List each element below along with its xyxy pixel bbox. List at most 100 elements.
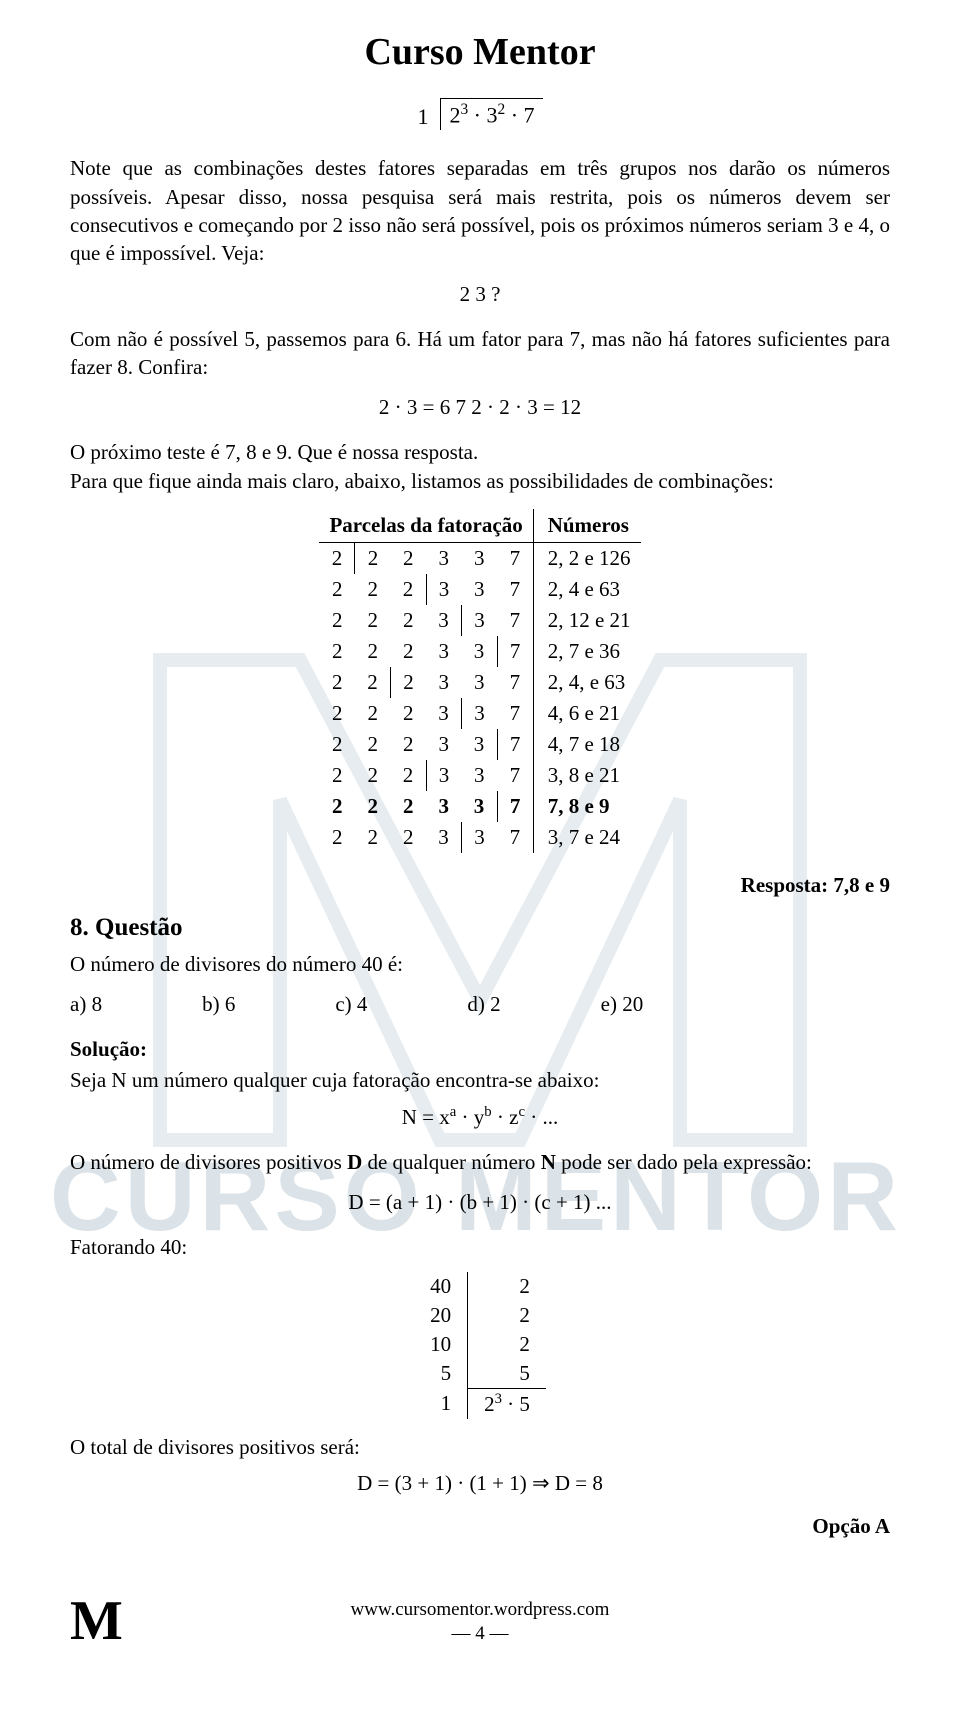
table-cell: 2	[355, 667, 391, 698]
table-result-cell: 4, 6 e 21	[533, 698, 640, 729]
option-e: e) 20	[601, 992, 644, 1017]
table-row: 2223373, 8 e 21	[319, 760, 640, 791]
question-8-options: a) 8 b) 6 c) 4 d) 2 e) 20	[70, 992, 890, 1017]
factorization-row: 55	[414, 1359, 546, 1389]
table-cell: 2	[391, 698, 427, 729]
table-cell: 2	[391, 636, 427, 667]
table-cell: 3	[462, 729, 498, 760]
factorization-right: 2	[468, 1272, 546, 1301]
option-d: d) 2	[467, 992, 500, 1017]
factorization-left: 40	[414, 1272, 468, 1301]
table-cell: 7	[497, 760, 533, 791]
table-cell: 3	[426, 791, 462, 822]
table-cell: 3	[426, 667, 462, 698]
table-cell: 7	[497, 636, 533, 667]
table-cell: 7	[497, 543, 533, 575]
table-row: 2223374, 6 e 21	[319, 698, 640, 729]
opcao-line: Opção A	[70, 1514, 890, 1539]
formula-dividend: 1	[417, 104, 428, 130]
solution-formula-result: D = (3 + 1) · (1 + 1) ⇒ D = 8	[70, 1471, 890, 1496]
paragraph-1: Note que as combinações destes fatores s…	[70, 154, 890, 267]
factorization-left: 10	[414, 1330, 468, 1359]
table-result-cell: 3, 7 e 24	[533, 822, 640, 853]
formula-1: 2 3 ?	[70, 282, 890, 307]
table-cell: 2	[355, 760, 391, 791]
paragraph-2: Com não é possível 5, passemos para 6. H…	[70, 325, 890, 382]
table-cell: 2	[391, 791, 427, 822]
solution-formula-n: N = xa · yb · zc · ...	[70, 1104, 890, 1130]
table-result-cell: 2, 4, e 63	[533, 667, 640, 698]
table-cell: 2	[391, 574, 427, 605]
table-cell: 3	[426, 636, 462, 667]
table-cell: 3	[462, 636, 498, 667]
table-cell: 7	[497, 791, 533, 822]
factorization-left: 20	[414, 1301, 468, 1330]
table-cell: 7	[497, 667, 533, 698]
table-result-cell: 2, 12 e 21	[533, 605, 640, 636]
table-cell: 3	[462, 760, 498, 791]
table-cell: 2	[391, 760, 427, 791]
table-cell: 3	[426, 698, 462, 729]
table-cell: 3	[426, 574, 462, 605]
table-row: 2223372, 4, e 63	[319, 667, 640, 698]
table-cell: 2	[319, 822, 355, 853]
factorization-result-left: 1	[414, 1388, 468, 1419]
solution-line-3: Fatorando 40:	[70, 1233, 890, 1261]
table-cell: 7	[497, 605, 533, 636]
paragraph-4: Para que fique ainda mais claro, abaixo,…	[70, 467, 890, 495]
solution-label: Solução:	[70, 1037, 147, 1061]
factorization-right: 2	[468, 1301, 546, 1330]
solution-line-1: Seja N um número qualquer cuja fatoração…	[70, 1066, 890, 1094]
footer-logo: M	[70, 1589, 123, 1653]
table-row: 2223372, 2 e 126	[319, 543, 640, 575]
table-result-cell: 3, 8 e 21	[533, 760, 640, 791]
table-cell: 3	[462, 543, 498, 575]
factorization-row: 102	[414, 1330, 546, 1359]
table-cell: 2	[319, 543, 355, 575]
table-row: 2223372, 4 e 63	[319, 574, 640, 605]
factorization-result-row: 123 · 5	[414, 1388, 546, 1419]
factorization-left: 5	[414, 1359, 468, 1389]
table-row: 2223374, 7 e 18	[319, 729, 640, 760]
table-cell: 3	[426, 822, 462, 853]
table-cell: 2	[319, 729, 355, 760]
table-result-cell: 2, 4 e 63	[533, 574, 640, 605]
top-formula: 1 23 · 32 · 7	[70, 98, 890, 130]
table-cell: 3	[462, 791, 498, 822]
table-cell: 2	[391, 667, 427, 698]
table-cell: 2	[355, 698, 391, 729]
table-cell: 3	[426, 760, 462, 791]
table-cell: 7	[497, 729, 533, 760]
table-header-left: Parcelas da fatoração	[319, 509, 533, 543]
page-footer: M www.cursomentor.wordpress.com — 4 —	[70, 1599, 890, 1645]
table-cell: 2	[355, 636, 391, 667]
table-cell: 2	[355, 729, 391, 760]
table-row: 2223372, 7 e 36	[319, 636, 640, 667]
factorization-right: 5	[468, 1359, 546, 1389]
option-a: a) 8	[70, 992, 102, 1017]
footer-url: www.cursomentor.wordpress.com	[70, 1599, 890, 1621]
table-cell: 3	[462, 605, 498, 636]
table-result-cell: 2, 2 e 126	[533, 543, 640, 575]
solution-line-4: O total de divisores positivos será:	[70, 1433, 890, 1461]
factorization-table: 40220210255123 · 5	[414, 1272, 546, 1419]
table-cell: 2	[319, 760, 355, 791]
table-cell: 3	[462, 574, 498, 605]
table-row: 2223373, 7 e 24	[319, 822, 640, 853]
table-cell: 3	[426, 543, 462, 575]
table-cell: 2	[391, 822, 427, 853]
table-cell: 2	[391, 543, 427, 575]
table-cell: 7	[497, 822, 533, 853]
table-cell: 2	[355, 543, 391, 575]
option-c: c) 4	[335, 992, 367, 1017]
table-row: 2223372, 12 e 21	[319, 605, 640, 636]
table-row: 2223377, 8 e 9	[319, 791, 640, 822]
table-cell: 2	[391, 729, 427, 760]
answer-line-1: Resposta: 7,8 e 9	[70, 873, 890, 898]
table-cell: 2	[355, 605, 391, 636]
factorization-row: 202	[414, 1301, 546, 1330]
factor-combinations-table: Parcelas da fatoração Números 2223372, 2…	[319, 509, 640, 853]
table-cell: 3	[462, 667, 498, 698]
table-cell: 2	[355, 791, 391, 822]
table-result-cell: 4, 7 e 18	[533, 729, 640, 760]
